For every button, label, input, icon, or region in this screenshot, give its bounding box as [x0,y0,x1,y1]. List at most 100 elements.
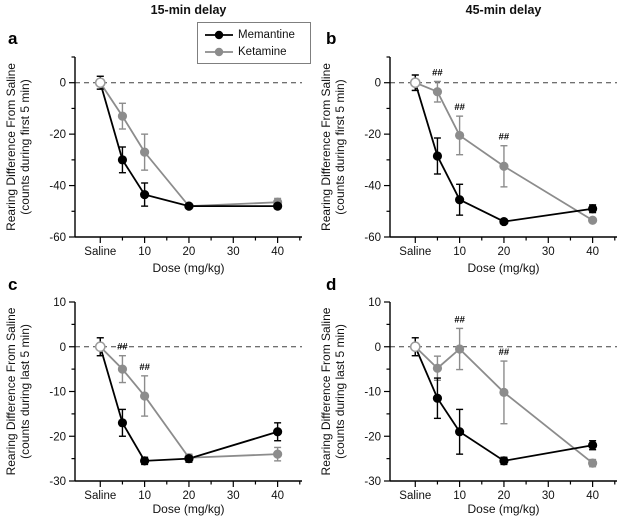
y-axis-title-line-2: (counts during last 5 min) [18,324,32,459]
x-tick-label: 40 [586,490,599,502]
x-axis-title: Dose (mg/kg) [467,261,539,275]
memantine-data-point [273,201,283,211]
y-axis-title-line-2: (counts during first 5 min) [18,79,32,214]
x-tick-label: Saline [399,246,431,258]
y-tick-label: -20 [49,431,66,443]
y-axis-title-line-1: Rearing Difference From Saline [319,307,333,475]
memantine-markers [117,418,283,466]
saline-open-marker [94,341,106,353]
panel-letter-a: a [8,29,18,48]
memantine-data-point [432,151,443,161]
x-tick-label: Saline [399,490,431,502]
y-tick-label: 0 [60,342,66,354]
y-tick-label: 0 [60,78,66,90]
ketamine-line [99,346,278,459]
y-tick-label: 10 [368,297,381,309]
panel-letter-d: d [326,275,336,294]
x-tick-label: Saline [84,246,116,258]
memantine-data-point [273,427,283,437]
ketamine-data-point [140,147,150,157]
memantine-data-point [140,456,150,466]
saline-open-marker [409,77,421,89]
y-tick-label: -20 [364,129,381,141]
memantine-data-point [588,204,598,214]
saline-open-marker [409,341,421,353]
legend-label-memantine: Memantine [238,28,295,41]
x-tick-label: 40 [586,246,599,258]
y-tick-label: -40 [49,181,66,193]
y-tick-label: -10 [49,387,66,399]
x-tick-label: 30 [227,490,240,502]
saline-open-marker [94,77,106,89]
ketamine-data-point [432,363,443,373]
ketamine-line [99,82,278,208]
column-title-15-min-delay: 15-min delay [150,3,227,17]
y-axis-title-line-1: Rearing Difference From Saline [4,63,18,231]
significance-marker: ## [139,362,150,373]
y-tick-label: -10 [364,387,381,399]
y-tick-label: 0 [375,342,381,354]
memantine-data-point [140,189,150,200]
x-tick-label: 20 [183,490,196,502]
ketamine-data-point [588,458,598,468]
memantine-data-point [117,155,128,165]
memantine-data-point [455,427,465,437]
panel-letter-b: b [326,29,336,48]
y-tick-label: -30 [364,476,381,488]
y-tick-label: -60 [49,232,66,244]
memantine-legend-marker-icon [205,30,233,39]
memantine-data-point [455,195,465,205]
memantine-markers [432,151,598,227]
memantine-data-point [499,216,509,227]
ketamine-data-point [499,387,509,397]
x-tick-label: 20 [498,490,511,502]
y-tick-label: -40 [364,181,381,193]
x-tick-label: Saline [84,490,116,502]
ketamine-data-point [432,87,443,97]
significance-marker: ## [499,132,510,143]
x-tick-label: 20 [183,246,196,258]
memantine-data-point [117,418,128,428]
memantine-data-point [432,393,443,403]
memantine-data-point [184,201,194,211]
panel-d-group: Saline 10 20 30 40 10 0 -10 -20 -30 Dose (mg/kg) Re… [319,275,617,516]
x-tick-label: 20 [498,246,511,258]
memantine-data-point [184,454,194,464]
y-tick-label: 10 [53,297,66,309]
y-axis-title-line-1: Rearing Difference From Saline [4,307,18,475]
ketamine-markers [432,87,598,225]
x-tick-label: 10 [138,490,151,502]
significance-marker: ## [432,67,443,78]
ketamine-data-point [117,111,128,121]
legend-item-memantine: Memantine [204,26,305,43]
ketamine-data-point [273,449,283,459]
y-axis-title-line-2: (counts during last 5 min) [333,324,347,459]
memantine-error-bars [96,75,282,210]
x-tick-label: 30 [227,246,240,258]
panel-c-group: Saline 10 20 30 40 10 0 -10 -20 -30 Dose (mg/kg) Re… [4,275,302,516]
memantine-error-bars [96,337,282,466]
ketamine-data-point [588,215,598,225]
ketamine-markers [432,344,598,468]
ketamine-legend-marker-icon [205,47,233,56]
legend-label-ketamine: Ketamine [238,45,287,58]
ketamine-markers [117,364,283,463]
y-tick-label: 0 [375,78,381,90]
x-tick-label: 30 [542,490,555,502]
x-axis-title: Dose (mg/kg) [152,261,224,275]
significance-marker: ## [117,342,128,353]
y-tick-label: -20 [49,129,66,141]
memantine-markers [432,393,598,466]
ketamine-data-point [455,344,465,354]
y-axis-title-line-2: (counts during first 5 min) [333,79,347,214]
x-axis-title: Dose (mg/kg) [467,502,539,516]
memantine-line [99,82,278,208]
x-tick-label: 10 [138,246,151,258]
significance-marker: ## [499,347,510,358]
y-tick-label: -20 [364,431,381,443]
ketamine-error-bars [96,75,282,209]
significance-marker: ## [454,102,465,113]
x-tick-label: 10 [453,490,466,502]
ketamine-error-bars [96,337,282,463]
